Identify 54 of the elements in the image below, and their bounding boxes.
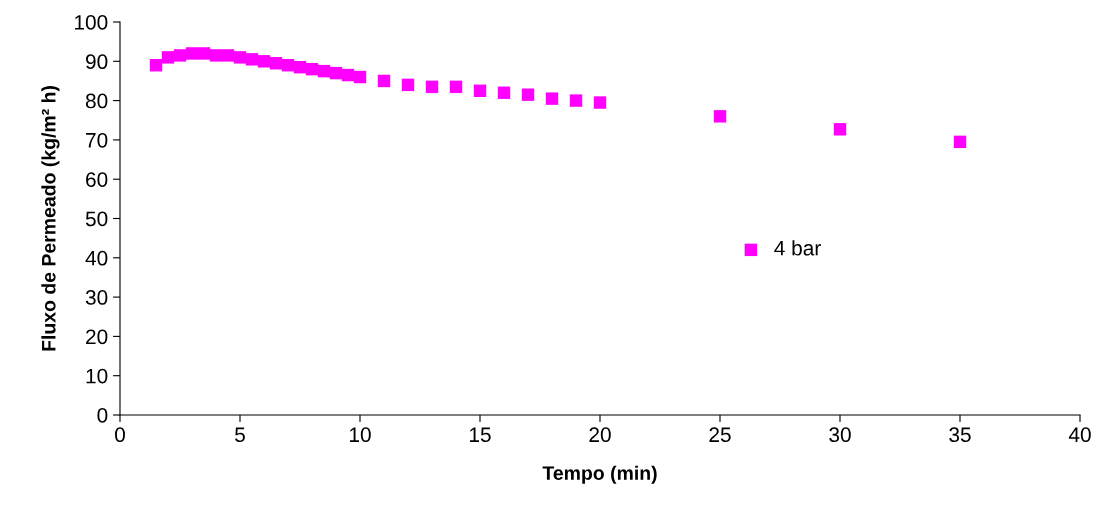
point bbox=[257, 55, 271, 68]
point bbox=[353, 70, 367, 84]
point bbox=[545, 92, 559, 105]
y-tick-label: 0 bbox=[97, 408, 108, 423]
point bbox=[473, 84, 487, 97]
y-tick-label: 70 bbox=[86, 132, 108, 148]
point bbox=[233, 51, 247, 64]
x-tick-label: 35 bbox=[949, 427, 971, 443]
point bbox=[161, 51, 175, 64]
legend-label: 4 bar bbox=[774, 240, 821, 256]
point bbox=[521, 88, 535, 101]
point bbox=[173, 49, 187, 62]
point bbox=[953, 135, 967, 149]
point bbox=[341, 68, 355, 82]
y-tick-label: 60 bbox=[86, 172, 108, 187]
point bbox=[269, 57, 283, 70]
point bbox=[149, 59, 163, 72]
point bbox=[401, 78, 415, 92]
x-tick-label: 0 bbox=[115, 427, 125, 443]
point bbox=[245, 53, 259, 66]
point bbox=[329, 66, 343, 80]
point bbox=[281, 59, 295, 72]
y-axis-title: Fluxo de Permeado (kg/m² h) bbox=[41, 86, 60, 351]
x-tick-label: 25 bbox=[709, 427, 731, 443]
point bbox=[425, 80, 439, 94]
x-tick-label: 40 bbox=[1068, 427, 1091, 443]
y-tick-label: 80 bbox=[85, 93, 108, 109]
point bbox=[305, 62, 319, 76]
x-tick-label: 5 bbox=[235, 427, 245, 443]
point bbox=[185, 47, 199, 60]
point bbox=[833, 123, 847, 136]
point bbox=[197, 47, 211, 60]
point bbox=[569, 94, 583, 107]
point bbox=[713, 110, 727, 123]
point bbox=[377, 74, 391, 88]
x-tick-label: 10 bbox=[350, 427, 371, 443]
y-tick-label: 30 bbox=[85, 290, 108, 305]
y-tick-label: 20 bbox=[86, 329, 108, 345]
x-tick-label: 15 bbox=[470, 427, 491, 443]
x-axis-title: Tempo (min) bbox=[542, 465, 657, 484]
x-tick-label: 30 bbox=[829, 427, 851, 443]
point bbox=[317, 64, 331, 78]
point bbox=[221, 49, 235, 62]
point bbox=[449, 80, 463, 94]
x-tick-label: 20 bbox=[589, 427, 611, 443]
y-tick-label: 10 bbox=[86, 368, 108, 384]
point bbox=[497, 86, 511, 99]
y-tick-label: 50 bbox=[85, 211, 108, 227]
y-tick-label: 100 bbox=[75, 15, 108, 30]
point bbox=[293, 60, 307, 74]
y-tick-label: 90 bbox=[86, 54, 108, 70]
point bbox=[209, 49, 223, 62]
y-tick-label: 40 bbox=[85, 250, 108, 266]
point bbox=[593, 96, 607, 109]
